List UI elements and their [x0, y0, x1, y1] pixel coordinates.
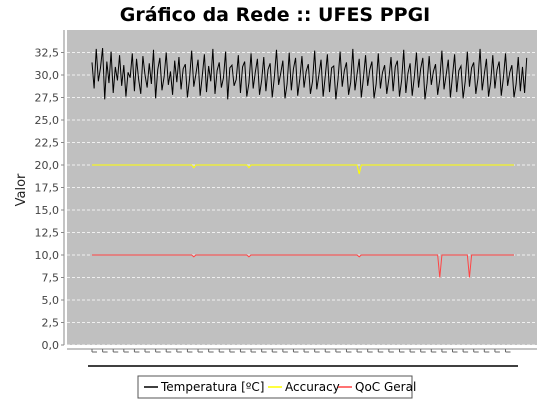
- y-tick-label: 15,0: [35, 204, 60, 217]
- series-layer: [91, 47, 528, 278]
- y-tick-label: 22,5: [35, 137, 60, 150]
- y-axis: 0,0 2,5 5,0 7,5 10,0 12,5 15,0 17,5 20,0 22,5 25,0…: [35, 30, 65, 352]
- chart-title: Gráfico da Rede :: UFES PPGI: [120, 4, 430, 26]
- y-tick-label: 7,5: [42, 272, 60, 285]
- y-tick-label: 17,5: [35, 182, 60, 195]
- y-tick-label: 10,0: [35, 249, 60, 262]
- legend-label: Accuracy: [285, 380, 340, 394]
- y-axis-label: Valor: [14, 173, 29, 206]
- y-tick-label: 25,0: [35, 114, 60, 127]
- y-tick-label: 20,0: [35, 159, 60, 172]
- series-line-2: [92, 254, 514, 278]
- y-tick-label: 32,5: [35, 47, 60, 60]
- y-tick-label: 27,5: [35, 92, 60, 105]
- y-tick-label: 30,0: [35, 69, 60, 82]
- y-tick-label: 0,0: [42, 339, 60, 352]
- series-line-1: [92, 164, 514, 175]
- legend-label: Temperatura [ºC]: [160, 380, 264, 394]
- y-tick-label: 12,5: [35, 227, 60, 240]
- legend: Temperatura [ºC] Accuracy QoC Geral: [137, 375, 416, 399]
- y-tick-label: 5,0: [42, 294, 60, 307]
- series-line-0: [91, 47, 528, 100]
- legend-label: QoC Geral: [355, 380, 416, 394]
- y-tick-label: 2,5: [42, 317, 60, 330]
- x-axis: [67, 348, 537, 367]
